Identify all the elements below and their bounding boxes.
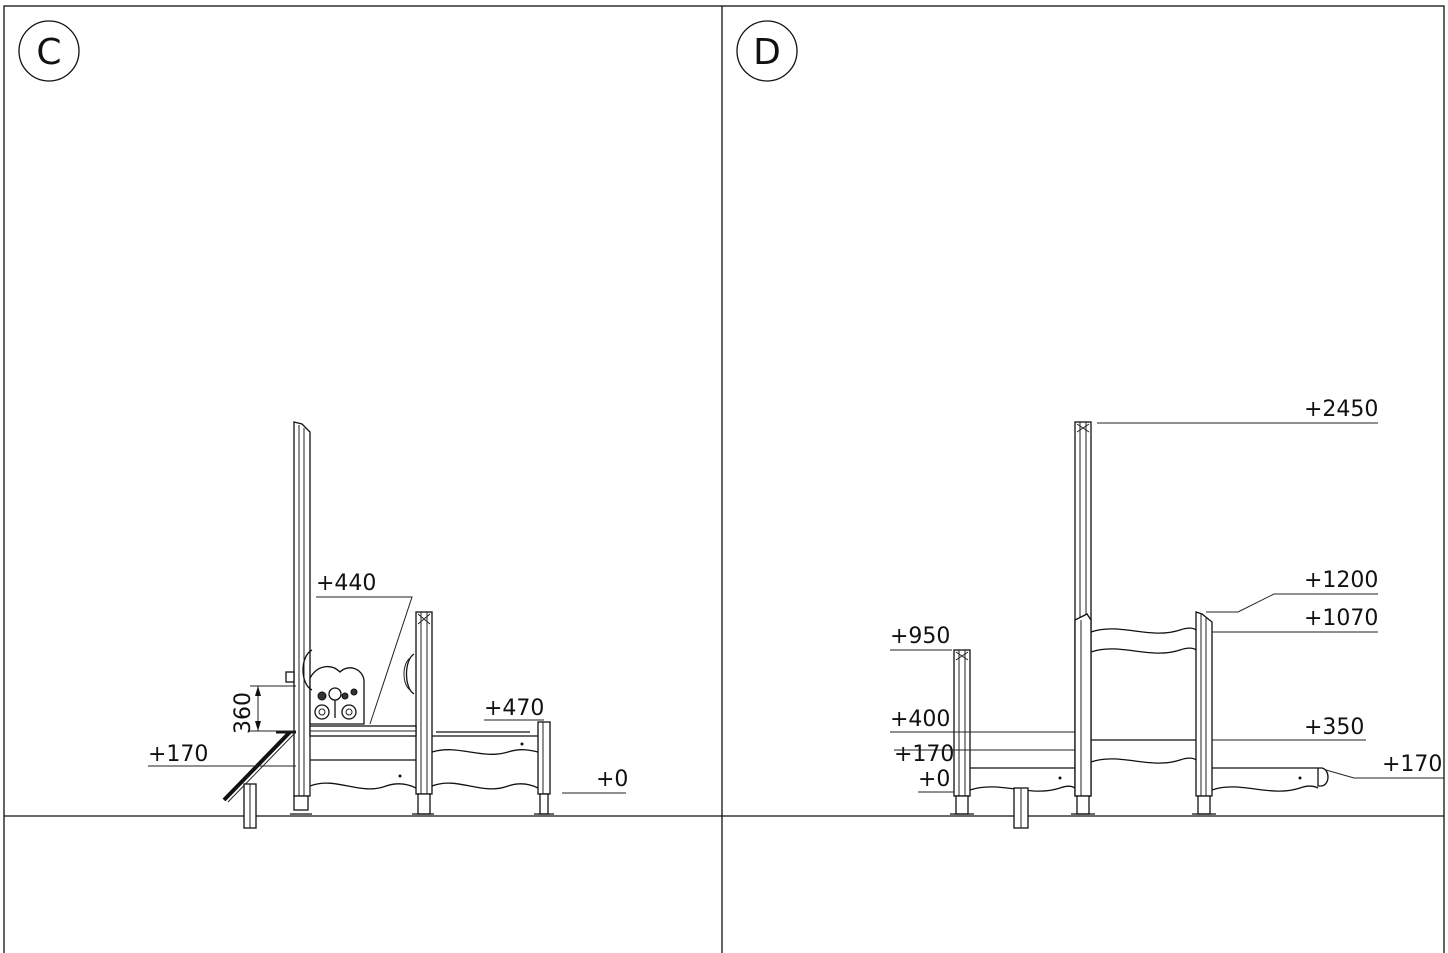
right-deck-c xyxy=(431,731,539,790)
elev-0-c: +0 xyxy=(596,767,628,792)
elev-1070: +1070 xyxy=(1304,606,1378,631)
left-deck-d xyxy=(969,731,1076,829)
view-c: C xyxy=(18,20,628,829)
right-post-d xyxy=(1192,611,1216,815)
leader-1200 xyxy=(1206,593,1378,613)
elev-170-c: +170 xyxy=(148,742,208,767)
ramp-c xyxy=(222,730,296,829)
decor-panel-c xyxy=(285,649,365,725)
leader-440 xyxy=(316,596,413,725)
dimension-360-label: 360 xyxy=(231,692,256,734)
deck-c xyxy=(309,725,417,796)
tall-post-c xyxy=(290,421,312,815)
elev-0-d: +0 xyxy=(918,767,950,792)
deck-d xyxy=(1090,739,1197,764)
view-d-marker xyxy=(736,20,798,82)
middle-post-c xyxy=(403,611,434,815)
right-deck-d xyxy=(1211,767,1329,792)
upper-board-d xyxy=(1090,627,1197,654)
view-d: D xyxy=(736,20,1444,829)
leader-170-d-right xyxy=(1325,769,1444,779)
elev-350: +350 xyxy=(1304,715,1364,740)
elev-950: +950 xyxy=(890,624,950,649)
dimension-360 xyxy=(250,685,296,732)
view-d-label: D xyxy=(753,32,781,73)
elev-400: +400 xyxy=(890,707,950,732)
short-post-c xyxy=(534,721,554,815)
sheet-border xyxy=(3,5,1445,953)
elev-470: +470 xyxy=(484,696,544,721)
elev-440: +440 xyxy=(316,571,376,596)
tall-post-d xyxy=(1071,421,1095,815)
elev-2450: +2450 xyxy=(1304,397,1378,422)
short-post-d xyxy=(950,649,974,815)
elev-1200: +1200 xyxy=(1304,568,1378,593)
elev-170-d-right: +170 xyxy=(1382,752,1442,777)
elev-170-d-left: +170 xyxy=(894,742,954,767)
view-c-marker xyxy=(18,20,80,82)
view-c-label: C xyxy=(36,32,61,73)
